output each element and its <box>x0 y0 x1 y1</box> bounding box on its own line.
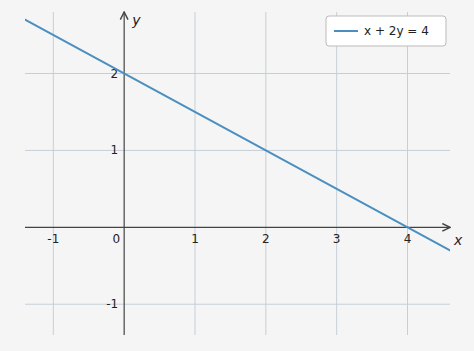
y-tick-label: 1 <box>111 143 119 157</box>
series-line <box>25 20 450 251</box>
grid-line-x <box>53 12 54 335</box>
y-tick-label: -1 <box>106 297 118 311</box>
grid-line-x <box>195 12 196 335</box>
grid-line-x <box>407 12 408 335</box>
y-axis-label: y <box>131 12 141 28</box>
x-tick-label: -1 <box>47 232 59 246</box>
legend-box <box>326 16 446 46</box>
grid-line-y <box>25 304 450 305</box>
plot-area <box>25 20 450 251</box>
legend: x + 2y = 4 <box>326 16 446 46</box>
grid-line-y <box>25 73 450 74</box>
grid-line-x <box>265 12 266 335</box>
x-axis-label: x <box>453 232 463 248</box>
grid-line-x <box>336 12 337 335</box>
x-tick-label: 2 <box>262 232 270 246</box>
legend-label: x + 2y = 4 <box>364 24 429 38</box>
x-tick-label: 3 <box>333 232 341 246</box>
x-tick-label: 0 <box>113 232 121 246</box>
y-axis <box>124 12 125 335</box>
legend-swatch <box>334 30 358 32</box>
x-axis <box>25 227 450 228</box>
x-tick-label: 4 <box>404 232 412 246</box>
x-tick-label: 1 <box>191 232 199 246</box>
chart: -101234-112xyx + 2y = 4 <box>0 0 474 351</box>
grid-line-y <box>25 150 450 151</box>
